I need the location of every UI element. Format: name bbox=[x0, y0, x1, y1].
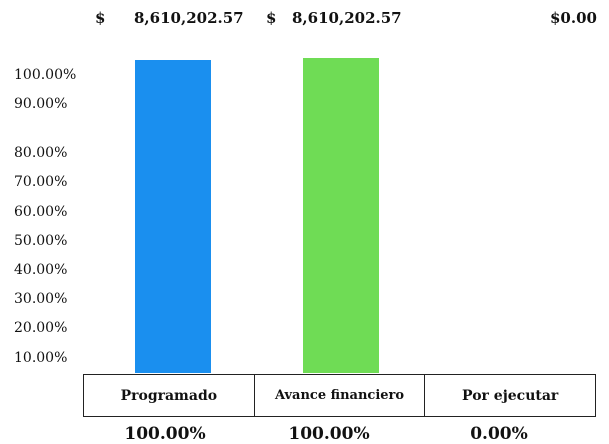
y-tick-label: 80.00% bbox=[14, 145, 68, 161]
avance-currency-symbol: $ bbox=[266, 9, 277, 27]
bar-programado bbox=[135, 60, 211, 373]
y-tick-label: 40.00% bbox=[14, 262, 68, 278]
y-tick-label: 30.00% bbox=[14, 291, 68, 307]
por-ejecutar-amount: $0.00 bbox=[550, 9, 597, 27]
category-label-por-ejecutar: Por ejecutar bbox=[424, 375, 595, 416]
avance-amount: 8,610,202.57 bbox=[292, 9, 402, 27]
bar-avance-financiero bbox=[303, 58, 379, 373]
category-table: Programado Avance financiero Por ejecuta… bbox=[83, 374, 596, 417]
percent-label-por-ejecutar: 0.00% bbox=[470, 424, 528, 444]
programado-amount: 8,610,202.57 bbox=[134, 9, 244, 27]
y-tick-label: 60.00% bbox=[14, 204, 68, 220]
category-label-avance-financiero: Avance financiero bbox=[253, 375, 425, 416]
y-tick-label: 90.00% bbox=[14, 96, 68, 112]
y-tick-label: 50.00% bbox=[14, 233, 68, 249]
y-tick-label: 20.00% bbox=[14, 320, 68, 336]
programado-currency-symbol: $ bbox=[95, 9, 106, 27]
y-tick-label: 70.00% bbox=[14, 174, 68, 190]
percent-label-avance-financiero: 100.00% bbox=[288, 424, 370, 444]
y-tick-label: 10.00% bbox=[14, 350, 68, 366]
y-tick-label: 100.00% bbox=[14, 67, 77, 83]
category-label-programado: Programado bbox=[120, 387, 218, 404]
percent-label-programado: 100.00% bbox=[124, 424, 206, 444]
